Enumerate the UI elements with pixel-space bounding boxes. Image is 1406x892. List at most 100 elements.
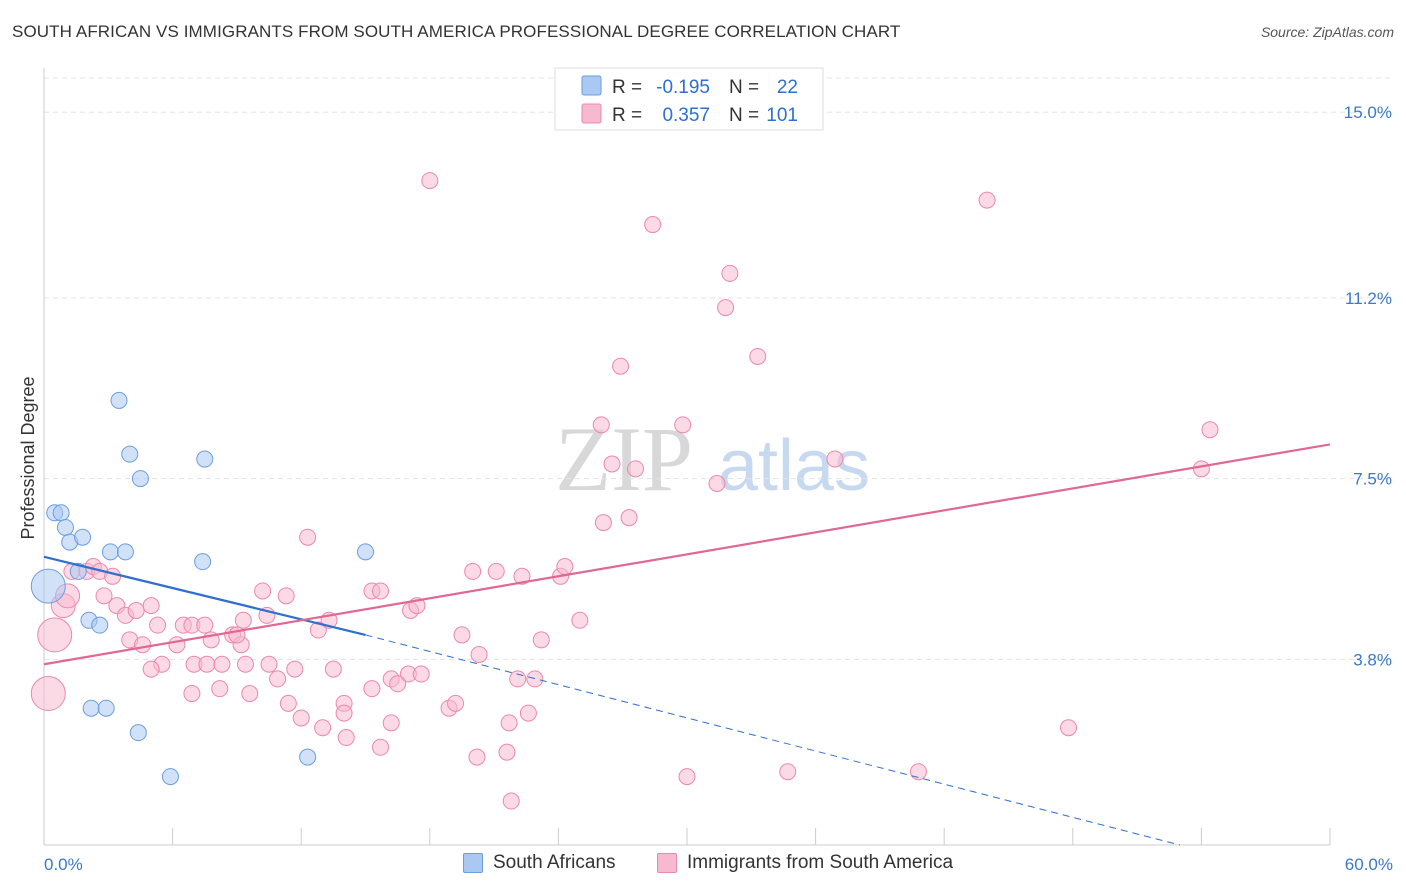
point-immigrants[interactable] bbox=[198, 655, 216, 673]
point-immigrants[interactable] bbox=[269, 670, 287, 688]
point-immigrants[interactable] bbox=[1201, 421, 1219, 439]
point-immigrants[interactable] bbox=[513, 567, 531, 585]
point-immigrants[interactable] bbox=[708, 474, 726, 492]
point-immigrants[interactable] bbox=[464, 562, 482, 580]
point-immigrants[interactable] bbox=[470, 645, 488, 663]
point-immigrants[interactable] bbox=[717, 299, 735, 317]
point-south-africans[interactable] bbox=[357, 543, 374, 561]
point-immigrants[interactable] bbox=[453, 626, 471, 644]
point-immigrants[interactable] bbox=[324, 660, 342, 678]
point-immigrants[interactable] bbox=[468, 748, 486, 766]
point-immigrants[interactable] bbox=[620, 509, 638, 527]
point-immigrants[interactable] bbox=[183, 685, 201, 703]
point-immigrants[interactable] bbox=[519, 704, 537, 722]
point-south-africans[interactable] bbox=[121, 445, 139, 463]
point-immigrants[interactable] bbox=[254, 582, 272, 600]
point-immigrants[interactable] bbox=[104, 567, 122, 585]
point-south-africans[interactable] bbox=[196, 450, 214, 468]
point-immigrants[interactable] bbox=[594, 514, 612, 532]
point-immigrants[interactable] bbox=[509, 670, 527, 688]
point-immigrants[interactable] bbox=[213, 655, 231, 673]
point-immigrants[interactable] bbox=[127, 602, 145, 620]
point-south-africans[interactable] bbox=[97, 699, 115, 717]
point-immigrants[interactable] bbox=[30, 676, 66, 712]
point-immigrants[interactable] bbox=[299, 528, 317, 546]
point-immigrants[interactable] bbox=[603, 455, 621, 473]
point-immigrants[interactable] bbox=[372, 582, 390, 600]
legend-item-immigrants[interactable]: Immigrants from South America bbox=[657, 852, 953, 874]
point-immigrants[interactable] bbox=[592, 416, 610, 434]
point-immigrants[interactable] bbox=[532, 631, 550, 649]
point-immigrants[interactable] bbox=[678, 768, 696, 786]
point-immigrants[interactable] bbox=[421, 172, 439, 190]
point-immigrants[interactable] bbox=[502, 792, 520, 810]
watermark-atlas: atlas bbox=[718, 426, 870, 506]
point-south-africans[interactable] bbox=[91, 616, 109, 634]
point-immigrants[interactable] bbox=[335, 704, 353, 722]
point-immigrants[interactable] bbox=[234, 611, 252, 629]
point-south-africans[interactable] bbox=[52, 504, 70, 522]
y-tick-label: 7.5% bbox=[1353, 470, 1392, 489]
point-south-africans[interactable] bbox=[299, 748, 317, 766]
point-immigrants[interactable] bbox=[674, 416, 692, 434]
point-immigrants[interactable] bbox=[382, 714, 400, 732]
legend-item-south-africans[interactable]: South Africans bbox=[463, 852, 616, 874]
point-south-africans[interactable] bbox=[69, 562, 87, 580]
point-south-africans[interactable] bbox=[82, 699, 100, 717]
point-immigrants[interactable] bbox=[389, 675, 407, 693]
point-immigrants[interactable] bbox=[142, 597, 160, 615]
point-south-africans[interactable] bbox=[131, 470, 149, 488]
point-immigrants[interactable] bbox=[826, 450, 844, 468]
point-immigrants[interactable] bbox=[627, 460, 645, 478]
point-south-africans[interactable] bbox=[194, 553, 212, 571]
trend-line-south-africans bbox=[43, 555, 366, 636]
point-south-africans[interactable] bbox=[161, 768, 179, 786]
point-immigrants[interactable] bbox=[196, 616, 214, 634]
point-immigrants[interactable] bbox=[277, 587, 295, 605]
point-immigrants[interactable] bbox=[571, 611, 589, 629]
point-immigrants[interactable] bbox=[241, 685, 259, 703]
point-immigrants[interactable] bbox=[721, 264, 739, 282]
point-immigrants[interactable] bbox=[337, 729, 355, 747]
point-immigrants[interactable] bbox=[309, 621, 327, 639]
point-immigrants[interactable] bbox=[779, 763, 797, 781]
point-immigrants[interactable] bbox=[37, 617, 73, 653]
point-immigrants[interactable] bbox=[134, 636, 152, 654]
correlation-swatch bbox=[581, 75, 602, 96]
point-south-africans[interactable] bbox=[30, 568, 66, 604]
point-immigrants[interactable] bbox=[978, 191, 996, 209]
point-immigrants[interactable] bbox=[498, 743, 516, 761]
point-immigrants[interactable] bbox=[286, 660, 304, 678]
point-immigrants[interactable] bbox=[292, 709, 310, 727]
point-immigrants[interactable] bbox=[487, 562, 505, 580]
point-immigrants[interactable] bbox=[95, 587, 113, 605]
point-immigrants[interactable] bbox=[142, 660, 160, 678]
point-immigrants[interactable] bbox=[279, 694, 297, 712]
point-immigrants[interactable] bbox=[749, 347, 767, 365]
point-immigrants[interactable] bbox=[500, 714, 518, 732]
point-immigrants[interactable] bbox=[1192, 460, 1210, 478]
point-south-africans[interactable] bbox=[101, 543, 119, 561]
point-immigrants[interactable] bbox=[236, 655, 254, 673]
point-immigrants[interactable] bbox=[1060, 719, 1078, 737]
point-immigrants[interactable] bbox=[211, 680, 229, 698]
point-south-africans[interactable] bbox=[56, 518, 74, 536]
point-immigrants[interactable] bbox=[612, 357, 630, 375]
point-immigrants[interactable] bbox=[168, 636, 186, 654]
point-immigrants[interactable] bbox=[412, 665, 430, 683]
r-label: R = bbox=[612, 105, 642, 126]
point-immigrants[interactable] bbox=[363, 680, 381, 698]
point-immigrants[interactable] bbox=[556, 558, 574, 576]
point-immigrants[interactable] bbox=[314, 719, 332, 737]
point-south-africans[interactable] bbox=[129, 724, 147, 742]
point-south-africans[interactable] bbox=[74, 528, 92, 546]
point-immigrants[interactable] bbox=[372, 738, 390, 756]
point-immigrants[interactable] bbox=[260, 655, 278, 673]
point-immigrants[interactable] bbox=[644, 216, 662, 234]
correlation-swatch bbox=[581, 103, 602, 124]
point-immigrants[interactable] bbox=[909, 763, 927, 781]
point-south-africans[interactable] bbox=[116, 543, 134, 561]
point-south-africans[interactable] bbox=[110, 391, 128, 409]
point-immigrants[interactable] bbox=[149, 616, 167, 634]
point-immigrants[interactable] bbox=[447, 694, 465, 712]
